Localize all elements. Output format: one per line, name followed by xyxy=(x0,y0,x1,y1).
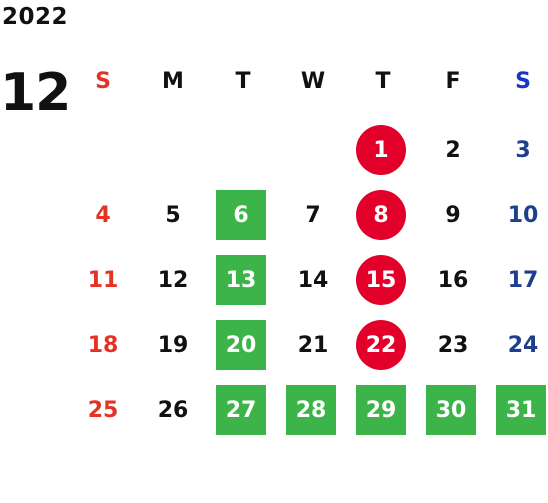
day-cell: 4 xyxy=(95,202,111,228)
day-cell: 28 xyxy=(286,385,336,435)
day-cell: 14 xyxy=(297,267,329,293)
day-cell: 5 xyxy=(165,202,181,228)
day-cell: 3 xyxy=(515,137,531,163)
day-cell: 24 xyxy=(507,332,539,358)
weekday-header-mon: M xyxy=(162,68,184,94)
day-cell: 15 xyxy=(356,255,406,305)
day-cell: 23 xyxy=(437,332,469,358)
day-cell: 7 xyxy=(305,202,321,228)
day-cell: 6 xyxy=(216,190,266,240)
day-cell: 18 xyxy=(87,332,119,358)
weekday-header-fri: F xyxy=(445,68,461,94)
day-cell: 13 xyxy=(216,255,266,305)
day-cell: 26 xyxy=(157,397,189,423)
year-label: 2022 xyxy=(2,4,69,30)
day-cell: 16 xyxy=(437,267,469,293)
day-cell: 29 xyxy=(356,385,406,435)
day-cell: 11 xyxy=(87,267,119,293)
weekday-header-tue: T xyxy=(235,68,251,94)
day-cell: 31 xyxy=(496,385,546,435)
day-cell: 1 xyxy=(356,125,406,175)
weekday-header-wed: W xyxy=(300,68,326,94)
day-cell: 2 xyxy=(445,137,461,163)
month-label: 12 xyxy=(0,63,71,123)
day-cell: 22 xyxy=(356,320,406,370)
day-cell: 27 xyxy=(216,385,266,435)
day-cell: 19 xyxy=(157,332,189,358)
day-cell: 21 xyxy=(297,332,329,358)
day-cell: 30 xyxy=(426,385,476,435)
day-cell: 20 xyxy=(216,320,266,370)
weekday-header-thu: T xyxy=(375,68,391,94)
day-cell: 10 xyxy=(507,202,539,228)
weekday-header-sat: S xyxy=(515,68,531,94)
day-cell: 8 xyxy=(356,190,406,240)
day-cell: 12 xyxy=(157,267,189,293)
day-cell: 25 xyxy=(87,397,119,423)
day-cell: 9 xyxy=(445,202,461,228)
day-cell: 17 xyxy=(507,267,539,293)
weekday-header-sun: S xyxy=(95,68,111,94)
